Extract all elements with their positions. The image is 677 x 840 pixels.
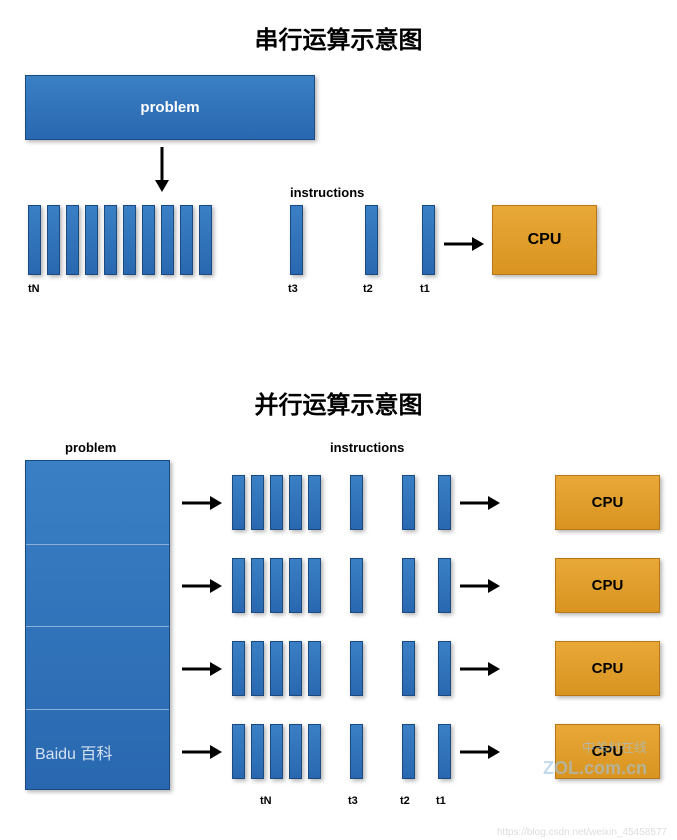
instruction-bar <box>402 558 415 613</box>
instruction-bar <box>232 475 245 530</box>
instruction-bar <box>232 641 245 696</box>
arrow-right-icon <box>182 662 222 676</box>
tick-t1: t1 <box>420 283 430 295</box>
instruction-bar <box>402 475 415 530</box>
instruction-bar <box>308 475 321 530</box>
instruction-bar <box>251 641 264 696</box>
problem-row-divider <box>26 709 169 710</box>
instruction-bar <box>270 641 283 696</box>
arrow-down-icon <box>155 147 169 192</box>
arrow-right-icon <box>460 579 500 593</box>
problem-row-divider <box>26 626 169 627</box>
zol-watermark: 中关村在线ZOL.com.cn <box>543 740 647 780</box>
instruction-bar <box>289 641 302 696</box>
instruction-bar <box>251 558 264 613</box>
instruction-bar <box>161 205 174 275</box>
arrow-right-icon <box>460 662 500 676</box>
zol-line1: 中关村在线 <box>543 740 647 757</box>
tick-t2: t2 <box>400 795 410 807</box>
instruction-bar <box>438 558 451 613</box>
parallel-cpu-box: CPU <box>555 558 660 613</box>
parallel-problem-label: problem <box>65 440 116 455</box>
instruction-bar <box>350 724 363 779</box>
instruction-bar <box>290 205 303 275</box>
instruction-bar <box>85 205 98 275</box>
arrow-right-icon <box>444 237 484 251</box>
instruction-bar <box>66 205 79 275</box>
instruction-bar <box>251 724 264 779</box>
instruction-bar <box>251 475 264 530</box>
instruction-bar <box>199 205 212 275</box>
tick-tN: tN <box>28 283 40 295</box>
tick-tN: tN <box>260 795 272 807</box>
baidu-watermark: Baidu 百科 <box>35 740 112 764</box>
instruction-bar <box>270 724 283 779</box>
tick-t3: t3 <box>288 283 298 295</box>
arrow-right-icon <box>182 579 222 593</box>
instruction-bar <box>289 475 302 530</box>
instruction-bar <box>142 205 155 275</box>
instruction-bar <box>308 641 321 696</box>
instruction-bar <box>402 641 415 696</box>
instruction-bar <box>350 558 363 613</box>
arrow-right-icon <box>460 745 500 759</box>
instruction-bar <box>28 205 41 275</box>
instruction-bar <box>365 205 378 275</box>
instruction-bar <box>289 558 302 613</box>
tick-t1: t1 <box>436 795 446 807</box>
instruction-bar <box>289 724 302 779</box>
instruction-bar <box>232 558 245 613</box>
serial-title: 串行运算示意图 <box>10 20 667 55</box>
instruction-bar <box>180 205 193 275</box>
instruction-bar <box>438 475 451 530</box>
csdn-watermark: https://blog.csdn.net/weixin_45458577 <box>497 827 667 838</box>
instruction-bar <box>422 205 435 275</box>
instruction-bar <box>350 641 363 696</box>
arrow-right-icon <box>182 496 222 510</box>
serial-cpu-box: CPU <box>492 205 597 275</box>
serial-diagram: problem instructions tN t3 t2 t1 CPU <box>10 75 667 375</box>
zol-line2: ZOL.com.cn <box>543 757 647 780</box>
tick-t2: t2 <box>363 283 373 295</box>
parallel-cpu-box: CPU <box>555 641 660 696</box>
instruction-bar <box>308 724 321 779</box>
parallel-title: 并行运算示意图 <box>10 385 667 420</box>
instruction-bar <box>438 724 451 779</box>
instruction-bar <box>270 475 283 530</box>
tick-t3: t3 <box>348 795 358 807</box>
instruction-bar <box>104 205 117 275</box>
instruction-bar <box>123 205 136 275</box>
parallel-instructions-label: instructions <box>330 440 404 455</box>
instruction-bar <box>47 205 60 275</box>
arrow-right-icon <box>460 496 500 510</box>
problem-row-divider <box>26 544 169 545</box>
instruction-bar <box>308 558 321 613</box>
instruction-bar <box>350 475 363 530</box>
parallel-cpu-box: CPU <box>555 475 660 530</box>
serial-problem-box: problem <box>25 75 315 140</box>
instruction-bar <box>232 724 245 779</box>
instruction-bar <box>270 558 283 613</box>
arrow-right-icon <box>182 745 222 759</box>
instruction-bar <box>438 641 451 696</box>
instruction-bar <box>402 724 415 779</box>
serial-instructions-label: instructions <box>290 185 364 200</box>
parallel-diagram: probleminstructionsCPUCPUCPUCPUtNt3t2t1B… <box>10 440 667 830</box>
